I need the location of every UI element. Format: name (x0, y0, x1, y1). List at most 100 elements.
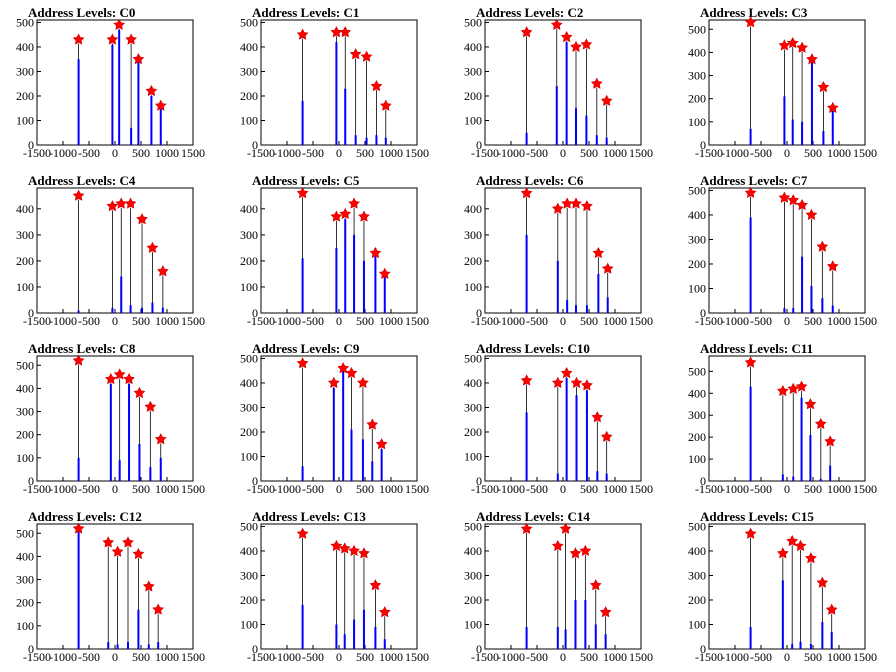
x-tick-label: 1000 (603, 314, 627, 328)
peak-marker (132, 547, 145, 560)
x-tick-label: 1500 (181, 650, 205, 664)
data-bar (791, 119, 794, 145)
y-tick-label: 400 (240, 376, 258, 390)
data-bar (565, 378, 568, 481)
data-bar (335, 247, 338, 313)
x-tick-label: 0 (560, 314, 566, 328)
x-tick-label: -500 (526, 482, 548, 496)
chart-svg: Address Levels: C7-1500-1000 -500 0 500 1000… (688, 173, 877, 328)
data-bar (566, 299, 569, 313)
x-tick-label: 0 (784, 314, 790, 328)
data-bar (362, 260, 365, 313)
y-tick-label: 300 (688, 69, 706, 83)
y-tick-label: 500 (240, 15, 258, 29)
x-tick-label: -1000 (721, 482, 749, 496)
y-tick-label: 100 (464, 449, 482, 463)
y-tick-label: 300 (464, 228, 482, 242)
data-bar (781, 474, 784, 481)
data-bar (565, 42, 568, 145)
y-tick-label: 0 (476, 642, 482, 656)
data-bar (301, 604, 304, 649)
chart-title: Address Levels: C8 (28, 341, 136, 356)
x-tick-label: 1500 (405, 650, 429, 664)
chart-title: Address Levels: C1 (252, 5, 359, 20)
x-tick-label: -1500 (23, 146, 51, 160)
x-tick-label: 0 (784, 650, 790, 664)
data-bar (384, 137, 387, 145)
x-tick-label: 0 (336, 482, 342, 496)
chart-panel-11: Address Levels: C11 -1500 -1000 -500 0 500 100… (672, 336, 896, 504)
x-tick-label: 1500 (405, 482, 429, 496)
peak-marker (296, 527, 309, 539)
x-tick-label: -500 (78, 314, 100, 328)
chart-svg: Address Levels: C14 -1500-1000 -500 0 500 100… (464, 509, 653, 664)
data-bar (77, 59, 80, 146)
x-tick-label: -1500 (247, 650, 275, 664)
data-bar (344, 88, 347, 145)
peak-marker (366, 418, 379, 430)
data-bar (127, 642, 129, 649)
plot-frame (484, 187, 642, 314)
data-bar (332, 387, 335, 481)
data-bar (525, 626, 528, 649)
peak-marker (338, 542, 351, 554)
chart-panel-1: Address Levels: C1 -1500 -1000 -500 0 500 1000… (224, 0, 448, 168)
data-bar (564, 629, 567, 649)
x-tick-label: 0 (560, 482, 566, 496)
x-tick-label: -500 (302, 146, 324, 160)
chart-title: Address Levels: C14 (476, 509, 590, 524)
y-tick-label: 400 (16, 202, 34, 216)
peak-marker (111, 545, 124, 557)
data-bar (129, 305, 132, 313)
y-tick-label: 500 (464, 15, 482, 29)
peak-marker (113, 18, 126, 30)
chart-title: Address Levels: C9 (252, 341, 360, 356)
x-tick-label: 1500 (853, 482, 877, 496)
x-tick-label: -500 (750, 314, 772, 328)
x-tick-label: -1500 (695, 314, 723, 328)
x-tick-label: -500 (302, 650, 324, 664)
x-tick-label: 1000 (603, 146, 627, 160)
peak-marker (787, 194, 800, 206)
peak-marker (327, 376, 340, 388)
peak-marker (358, 547, 370, 559)
y-tick-label: 400 (16, 549, 34, 563)
x-tick-label: 0 (336, 146, 342, 160)
y-tick-label: 500 (16, 526, 34, 540)
plot-frame (708, 355, 866, 482)
y-tick-label: 200 (464, 89, 482, 103)
x-tick-label: -1500 (695, 650, 723, 664)
peak-marker (559, 522, 572, 534)
x-tick-label: 500 (132, 650, 150, 664)
x-tick-label: -1500 (471, 146, 499, 160)
plot-frame (484, 19, 642, 146)
chart-panel-6: Address Levels: C6 -1500 -1000 -500 0 500 1000… (448, 168, 672, 336)
data-bar (375, 135, 378, 145)
data-bar (151, 302, 154, 313)
data-bar (116, 644, 119, 649)
peak-marker (133, 386, 146, 399)
y-tick-label: 400 (464, 376, 482, 390)
data-bar (809, 644, 812, 649)
data-bar (749, 128, 752, 145)
data-bar (574, 599, 577, 649)
data-bar (781, 580, 784, 649)
y-tick-label: 100 (16, 113, 34, 127)
data-bar (380, 449, 383, 481)
data-bar (830, 631, 833, 649)
data-bar (365, 137, 368, 145)
peak-marker (744, 356, 757, 368)
data-bar (137, 61, 140, 145)
y-tick-label: 200 (240, 425, 258, 439)
data-bar (831, 110, 834, 145)
data-bar (575, 305, 577, 313)
chart-panel-0: Address Levels: C0 -1500 -1000 -500 0 500 1000… (0, 0, 224, 168)
data-bar (525, 234, 528, 313)
data-bar (335, 42, 338, 145)
data-bar (525, 132, 528, 145)
peak-marker (72, 189, 85, 201)
x-tick-label: 1000 (155, 482, 179, 496)
plot-frame (708, 523, 866, 650)
x-tick-label: 1500 (629, 482, 653, 496)
peak-marker (156, 265, 169, 277)
